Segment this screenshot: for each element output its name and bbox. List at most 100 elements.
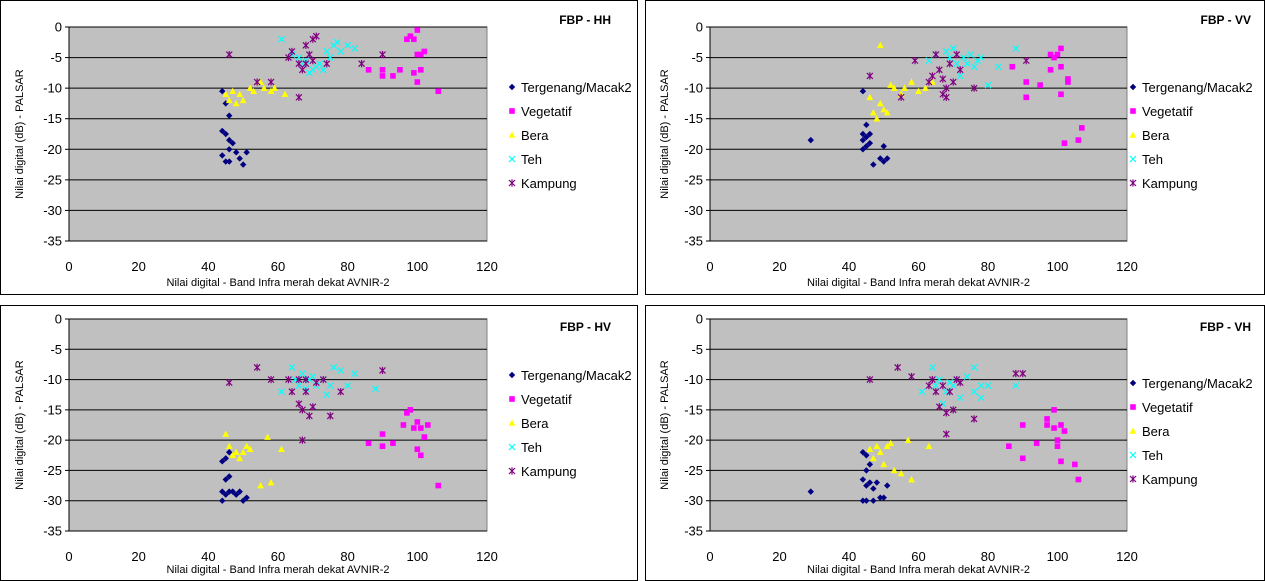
x-tick-label: 80 xyxy=(340,259,354,274)
x-tick-label: 60 xyxy=(271,549,285,564)
data-point xyxy=(1006,443,1012,449)
data-point xyxy=(942,93,950,101)
data-point xyxy=(295,400,303,408)
data-point xyxy=(229,87,237,94)
legend-marker xyxy=(508,443,516,451)
y-tick-label: -15 xyxy=(43,111,62,126)
data-point xyxy=(866,93,874,101)
data-point xyxy=(337,388,345,396)
data-point xyxy=(984,382,992,390)
x-tick-label: 40 xyxy=(201,549,215,564)
legend-marker xyxy=(509,108,515,114)
y-tick-label: -35 xyxy=(684,234,703,249)
data-point xyxy=(411,425,417,431)
data-point xyxy=(977,54,985,61)
legend-label: Teh xyxy=(521,152,542,167)
data-point xyxy=(219,497,226,504)
data-point xyxy=(949,406,957,414)
data-point xyxy=(295,54,303,61)
legend-marker xyxy=(1129,475,1137,483)
data-point xyxy=(312,379,320,387)
data-point xyxy=(225,379,233,387)
data-point xyxy=(285,375,292,384)
y-tick-label: -20 xyxy=(43,433,62,448)
series-kampung xyxy=(225,32,386,101)
data-point xyxy=(219,458,226,465)
data-point xyxy=(246,84,254,91)
data-point xyxy=(288,364,296,371)
data-point xyxy=(863,133,870,141)
data-point xyxy=(956,66,964,74)
data-point xyxy=(226,158,233,165)
y-tick-label: 0 xyxy=(696,312,703,327)
data-point xyxy=(319,375,327,384)
data-point xyxy=(963,373,971,380)
data-point xyxy=(949,382,957,390)
data-point xyxy=(1019,455,1026,462)
data-point xyxy=(1075,476,1082,483)
chart-title: FBP - HV xyxy=(560,320,611,334)
data-point xyxy=(435,88,442,94)
legend-label: Kampung xyxy=(1142,176,1198,191)
legend-marker xyxy=(508,131,516,138)
y-axis-label: Nilai digital (dB) - PALSAR xyxy=(14,69,26,198)
data-point xyxy=(326,382,334,390)
data-point xyxy=(1065,79,1071,85)
data-point xyxy=(309,57,317,65)
data-point xyxy=(1058,45,1064,52)
data-point xyxy=(928,375,936,384)
data-point xyxy=(379,366,386,375)
data-point xyxy=(956,379,964,387)
data-point xyxy=(939,75,947,83)
data-point xyxy=(1058,91,1064,98)
series-bera xyxy=(222,430,285,489)
chart-panel-vv: 0 -5 -10 -15 -20 -25 -30 -35 0 20 40 60 80 100 120 Nila… xyxy=(645,0,1265,295)
data-point xyxy=(278,388,285,396)
x-tick-label: 20 xyxy=(772,549,786,564)
data-point xyxy=(326,412,334,420)
x-tick-label: 40 xyxy=(201,259,215,274)
data-point xyxy=(970,388,978,396)
data-point xyxy=(226,112,233,119)
data-point xyxy=(222,491,229,498)
y-tick-label: -25 xyxy=(684,463,703,478)
data-point xyxy=(358,60,366,68)
data-point xyxy=(970,364,978,371)
data-point xyxy=(935,66,943,74)
data-point xyxy=(876,448,884,456)
data-point xyxy=(863,482,870,489)
chart-svg: 0-5-10-15-20-25-30-350 20 40 60 80 100 120Nila… xyxy=(659,312,1253,577)
data-point xyxy=(866,445,874,453)
data-point xyxy=(873,115,881,122)
data-point xyxy=(379,50,386,59)
x-tick-label: 100 xyxy=(406,259,428,274)
data-point xyxy=(418,51,424,58)
data-point xyxy=(942,84,950,92)
y-tick-label: -15 xyxy=(684,111,703,126)
data-point xyxy=(232,99,240,107)
data-point xyxy=(414,51,421,58)
y-tick-label: -25 xyxy=(43,463,62,478)
x-tick-label: 0 xyxy=(65,259,72,274)
data-point xyxy=(1058,458,1064,465)
data-point xyxy=(932,50,940,59)
data-point xyxy=(863,121,870,129)
data-point xyxy=(260,84,268,91)
data-point xyxy=(897,469,905,477)
y-tick-label: -30 xyxy=(684,493,703,508)
legend-label: Teh xyxy=(1142,152,1163,167)
data-point xyxy=(908,78,915,85)
data-point xyxy=(883,109,891,116)
data-point xyxy=(229,451,237,459)
data-point xyxy=(305,50,313,59)
data-point xyxy=(233,491,240,498)
y-tick-label: -20 xyxy=(43,142,62,157)
data-point xyxy=(421,434,428,440)
data-point xyxy=(418,67,424,73)
y-tick-label: -10 xyxy=(684,81,703,96)
series-vegetatif xyxy=(365,407,442,489)
data-point xyxy=(904,436,912,443)
x-tick-label: 0 xyxy=(65,549,72,564)
data-point xyxy=(257,481,264,489)
series-vegetatif xyxy=(1006,407,1082,483)
